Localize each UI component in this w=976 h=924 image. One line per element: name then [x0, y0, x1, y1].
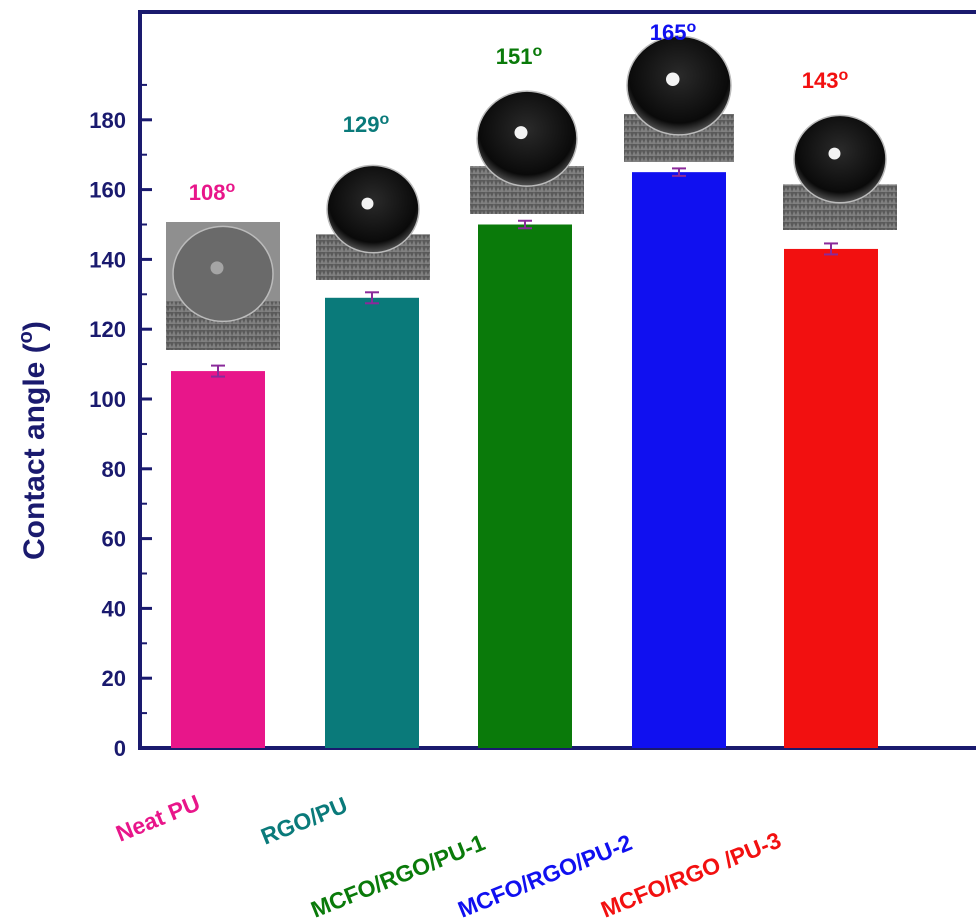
y-axis-title: Contact angle (o)	[15, 321, 51, 560]
value-label-4: 165o	[650, 19, 697, 45]
droplet-photo-3	[470, 88, 584, 214]
y-tick-label: 100	[89, 387, 126, 412]
droplet-photo-5	[783, 110, 897, 230]
bars-group	[171, 167, 878, 748]
category-label-2: RGO/PU	[257, 792, 351, 850]
droplet-photo-2	[316, 160, 430, 280]
y-tick-label: 20	[102, 666, 126, 691]
value-label-2: 129o	[343, 111, 390, 137]
bar-2	[325, 297, 419, 748]
y-tick-label: 60	[102, 527, 126, 552]
y-tick-label: 80	[102, 457, 126, 482]
y-tick-label: 0	[114, 736, 126, 761]
y-tick-label: 120	[89, 317, 126, 342]
value-labels: 108o 129o 151o 165o 143o	[189, 19, 849, 205]
value-label-5: 143o	[802, 67, 849, 93]
x-axis-labels: Neat PU RGO/PUMCFO/RGO/PU-1MCFO/RGO/PU-2M…	[112, 789, 784, 922]
droplet-photo-4	[624, 35, 734, 162]
y-tick-label: 180	[89, 108, 126, 133]
value-label-3: 151o	[496, 43, 543, 69]
category-label-1: Neat PU	[112, 789, 204, 846]
y-tick-label: 140	[89, 247, 126, 272]
y-tick-label: 160	[89, 178, 126, 203]
value-label-1: 108o	[189, 179, 236, 205]
bar-4	[632, 172, 726, 748]
bar-1	[171, 371, 265, 748]
droplet-photos	[166, 35, 897, 350]
bar-3	[478, 224, 572, 748]
y-tick-label: 40	[102, 596, 126, 621]
y-axis: 0 20 40 60 80 100 120 140 160 180	[89, 83, 152, 761]
droplet-photo-1	[166, 222, 280, 350]
bar-5	[784, 248, 878, 748]
